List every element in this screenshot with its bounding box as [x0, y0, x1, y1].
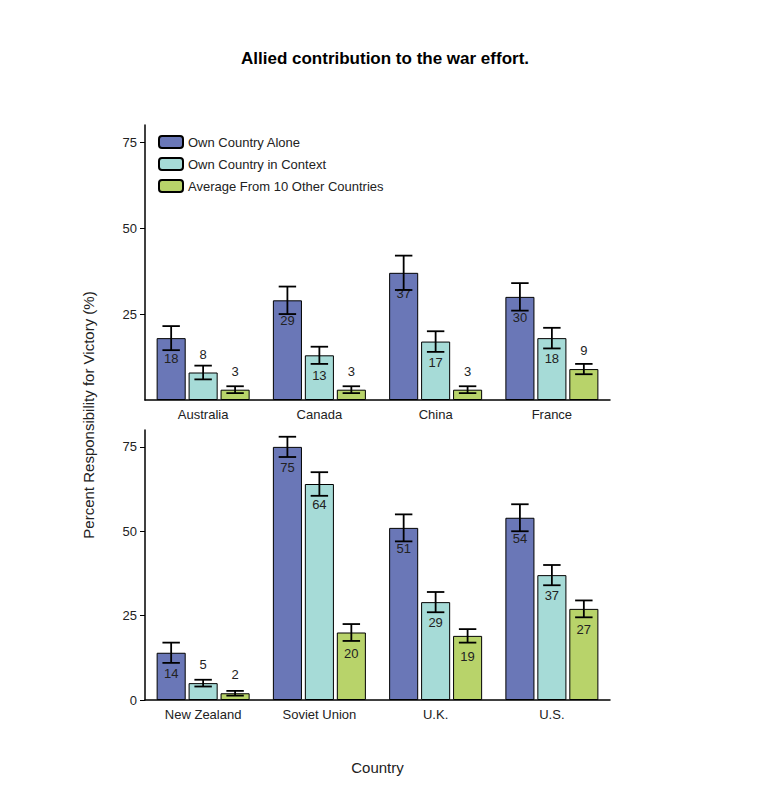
- svg-text:Average From 10 Other Countrie: Average From 10 Other Countries: [188, 179, 384, 194]
- svg-text:New Zealand: New Zealand: [165, 707, 242, 722]
- svg-text:U.K.: U.K.: [423, 707, 448, 722]
- svg-text:37: 37: [396, 285, 411, 301]
- svg-text:Soviet Union: Soviet Union: [283, 707, 357, 722]
- svg-text:Own Country in Context: Own Country in Context: [188, 157, 326, 172]
- svg-text:13: 13: [312, 368, 326, 383]
- svg-text:29: 29: [428, 615, 442, 630]
- svg-text:54: 54: [513, 531, 527, 546]
- svg-text:27: 27: [577, 622, 591, 637]
- svg-text:75: 75: [123, 135, 137, 150]
- svg-text:19: 19: [460, 649, 474, 664]
- svg-text:Percent Responsibility for Vic: Percent Responsibility for Victory (%): [80, 291, 97, 538]
- svg-text:5: 5: [200, 657, 207, 672]
- svg-text:29: 29: [280, 313, 294, 328]
- svg-text:75: 75: [123, 439, 137, 454]
- svg-text:50: 50: [123, 524, 137, 539]
- svg-text:U.S.: U.S.: [539, 707, 564, 722]
- svg-text:Own Country Alone: Own Country Alone: [188, 135, 300, 150]
- svg-text:20: 20: [344, 646, 358, 661]
- svg-text:37: 37: [545, 588, 559, 603]
- svg-text:75: 75: [280, 460, 294, 475]
- svg-text:9: 9: [580, 343, 587, 358]
- svg-text:18: 18: [164, 351, 178, 366]
- svg-text:3: 3: [348, 364, 355, 379]
- svg-text:14: 14: [164, 666, 178, 681]
- svg-text:Country: Country: [351, 759, 404, 776]
- svg-text:Canada: Canada: [297, 407, 343, 422]
- svg-text:50: 50: [123, 221, 137, 236]
- svg-text:2: 2: [231, 667, 238, 682]
- svg-text:51: 51: [396, 541, 410, 556]
- svg-text:18: 18: [545, 351, 559, 366]
- svg-text:17: 17: [428, 355, 442, 370]
- svg-text:8: 8: [200, 347, 207, 362]
- svg-text:Allied contribution to the war: Allied contribution to the war effort.: [241, 49, 529, 68]
- svg-text:France: France: [532, 407, 572, 422]
- svg-text:3: 3: [464, 364, 471, 379]
- svg-text:3: 3: [231, 364, 238, 379]
- svg-text:30: 30: [513, 310, 527, 325]
- svg-text:25: 25: [123, 307, 137, 322]
- svg-text:64: 64: [312, 497, 326, 512]
- svg-text:China: China: [419, 407, 454, 422]
- svg-text:25: 25: [123, 608, 137, 623]
- svg-text:0: 0: [130, 693, 137, 708]
- svg-text:Australia: Australia: [178, 407, 229, 422]
